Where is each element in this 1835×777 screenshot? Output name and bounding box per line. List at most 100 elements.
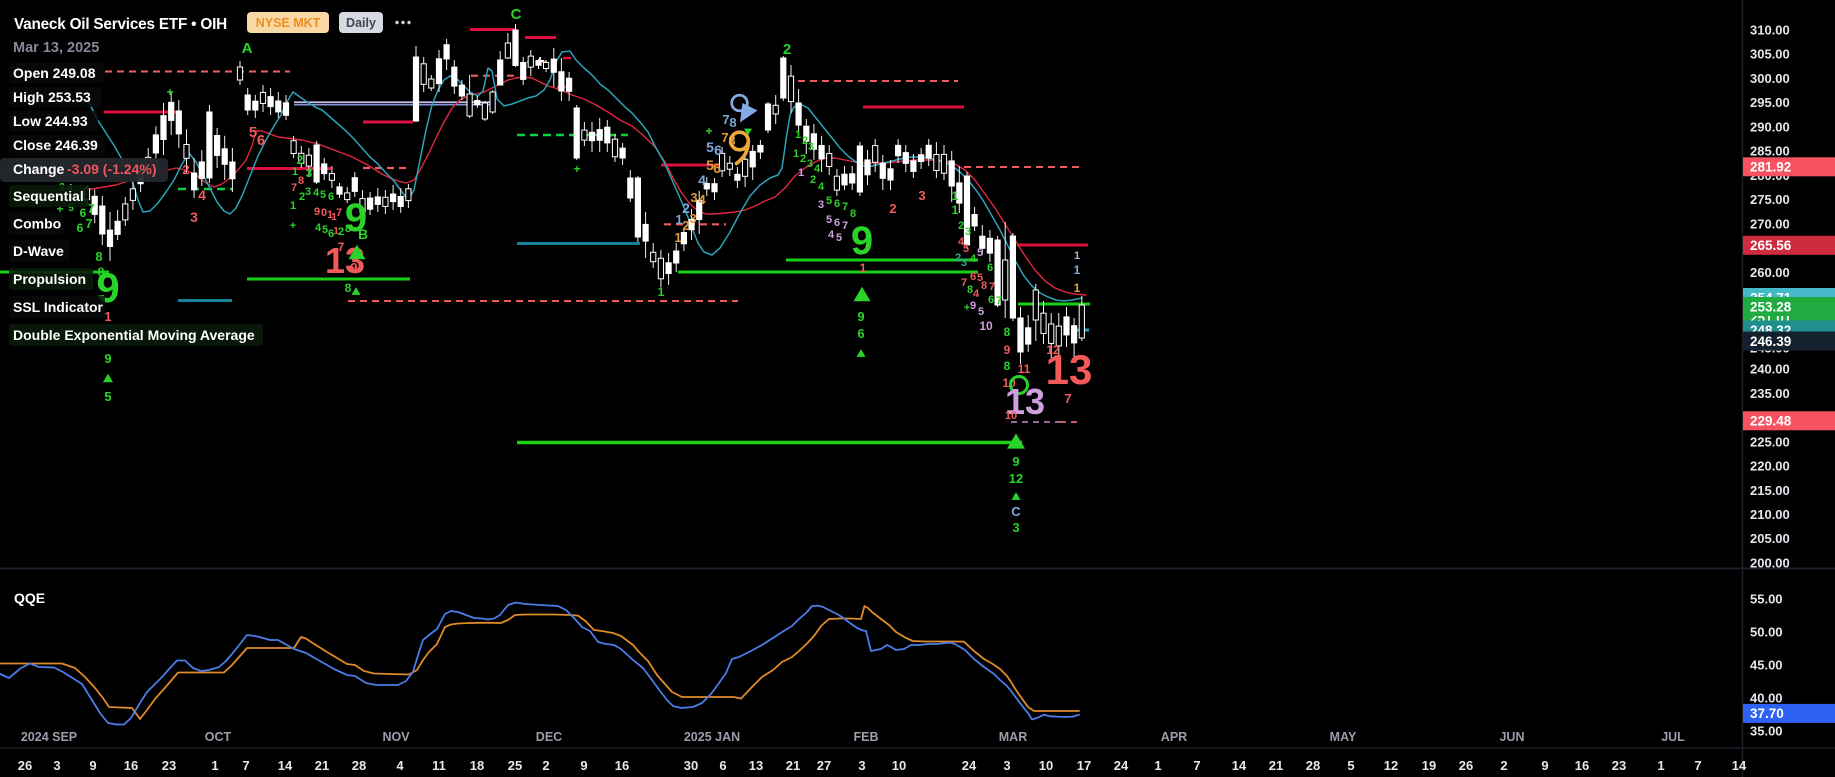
svg-text:2: 2 bbox=[810, 174, 816, 186]
svg-text:35.00: 35.00 bbox=[1750, 724, 1783, 739]
svg-text:8: 8 bbox=[729, 115, 736, 130]
svg-text:0: 0 bbox=[321, 207, 327, 219]
svg-text:37.70: 37.70 bbox=[1750, 706, 1784, 721]
svg-text:229.48: 229.48 bbox=[1750, 414, 1792, 429]
svg-text:9: 9 bbox=[89, 758, 96, 773]
svg-text:27: 27 bbox=[817, 758, 831, 773]
svg-text:5: 5 bbox=[706, 139, 714, 155]
svg-text:6: 6 bbox=[328, 228, 334, 240]
svg-text:5: 5 bbox=[322, 224, 328, 236]
svg-text:6: 6 bbox=[719, 758, 726, 773]
svg-text:30: 30 bbox=[684, 758, 698, 773]
svg-text:Close 246.39: Close 246.39 bbox=[13, 137, 98, 153]
svg-text:2: 2 bbox=[889, 201, 896, 216]
svg-text:205.00: 205.00 bbox=[1750, 531, 1790, 546]
svg-text:16: 16 bbox=[1575, 758, 1589, 773]
svg-text:1: 1 bbox=[1074, 263, 1081, 277]
svg-text:6: 6 bbox=[77, 221, 84, 235]
svg-text:14: 14 bbox=[278, 758, 293, 773]
svg-text:Combo: Combo bbox=[13, 216, 61, 232]
svg-text:290.00: 290.00 bbox=[1750, 119, 1790, 134]
svg-text:MAY: MAY bbox=[1330, 730, 1357, 744]
svg-text:246.39: 246.39 bbox=[1750, 334, 1791, 349]
svg-text:40.00: 40.00 bbox=[1750, 691, 1783, 706]
svg-text:14: 14 bbox=[1732, 758, 1747, 773]
svg-text:SSL Indicator: SSL Indicator bbox=[13, 299, 104, 315]
svg-text:10: 10 bbox=[979, 319, 993, 333]
svg-text:5: 5 bbox=[836, 232, 842, 244]
svg-text:7: 7 bbox=[338, 240, 345, 254]
svg-text:3: 3 bbox=[965, 226, 971, 238]
svg-text:5: 5 bbox=[320, 189, 326, 201]
svg-text:26: 26 bbox=[18, 758, 32, 773]
svg-text:6: 6 bbox=[834, 217, 840, 229]
svg-text:1: 1 bbox=[798, 167, 804, 179]
svg-text:1: 1 bbox=[292, 166, 298, 178]
svg-text:2024 SEP: 2024 SEP bbox=[21, 730, 77, 744]
svg-text:1: 1 bbox=[952, 203, 959, 217]
svg-text:8: 8 bbox=[345, 281, 352, 295]
svg-text:3: 3 bbox=[961, 257, 967, 269]
svg-text:2: 2 bbox=[955, 252, 961, 264]
svg-text:14: 14 bbox=[1232, 758, 1247, 773]
svg-text:1: 1 bbox=[333, 226, 339, 237]
svg-text:+: + bbox=[166, 85, 173, 99]
svg-text:21: 21 bbox=[315, 758, 329, 773]
svg-text:D-Wave: D-Wave bbox=[13, 243, 64, 259]
svg-text:2025 JAN: 2025 JAN bbox=[684, 730, 740, 744]
svg-text:26: 26 bbox=[1459, 758, 1473, 773]
svg-text:-3.09 (-1.24%): -3.09 (-1.24%) bbox=[67, 161, 156, 177]
svg-text:2: 2 bbox=[783, 41, 791, 58]
svg-text:7: 7 bbox=[721, 130, 728, 145]
svg-text:7: 7 bbox=[722, 112, 729, 127]
svg-text:6: 6 bbox=[80, 206, 87, 220]
svg-text:6: 6 bbox=[257, 132, 265, 149]
svg-text:5: 5 bbox=[977, 272, 983, 284]
svg-text:2: 2 bbox=[958, 220, 964, 232]
svg-text:215.00: 215.00 bbox=[1750, 483, 1790, 498]
svg-text:3: 3 bbox=[918, 188, 925, 203]
svg-text:1: 1 bbox=[1074, 250, 1080, 262]
svg-text:8: 8 bbox=[850, 208, 856, 220]
svg-text:8: 8 bbox=[1004, 325, 1011, 339]
svg-text:9: 9 bbox=[1012, 454, 1019, 469]
svg-text:2: 2 bbox=[338, 226, 344, 238]
svg-text:11: 11 bbox=[432, 758, 446, 773]
svg-text:Daily: Daily bbox=[346, 16, 376, 30]
svg-text:275.00: 275.00 bbox=[1750, 192, 1790, 207]
svg-text:3: 3 bbox=[690, 190, 697, 205]
svg-text:1: 1 bbox=[675, 212, 682, 227]
svg-text:9: 9 bbox=[580, 758, 587, 773]
svg-text:JUL: JUL bbox=[1661, 730, 1685, 744]
svg-text:4: 4 bbox=[970, 253, 977, 265]
svg-text:6: 6 bbox=[328, 191, 334, 203]
svg-text:6: 6 bbox=[970, 271, 976, 283]
svg-text:3: 3 bbox=[305, 186, 311, 198]
svg-text:7: 7 bbox=[1064, 391, 1071, 406]
svg-text:9: 9 bbox=[345, 196, 367, 240]
svg-text:3: 3 bbox=[807, 158, 813, 170]
svg-text:6: 6 bbox=[988, 294, 994, 306]
svg-text:FEB: FEB bbox=[854, 730, 879, 744]
svg-text:JUN: JUN bbox=[1499, 730, 1524, 744]
svg-text:2: 2 bbox=[297, 153, 304, 167]
svg-text:16: 16 bbox=[124, 758, 138, 773]
svg-text:23: 23 bbox=[162, 758, 176, 773]
svg-text:300.00: 300.00 bbox=[1750, 71, 1790, 86]
svg-text:Mar 13, 2025: Mar 13, 2025 bbox=[13, 40, 99, 56]
svg-text:Vaneck Oil Services ETF • OIH: Vaneck Oil Services ETF • OIH bbox=[14, 16, 227, 33]
svg-text:17: 17 bbox=[1077, 758, 1091, 773]
svg-text:5: 5 bbox=[963, 243, 969, 255]
svg-text:NOV: NOV bbox=[382, 730, 410, 744]
svg-text:4: 4 bbox=[814, 163, 821, 175]
svg-text:9: 9 bbox=[1004, 343, 1011, 357]
svg-text:7: 7 bbox=[336, 207, 342, 219]
svg-text:7: 7 bbox=[291, 182, 297, 194]
svg-text:19: 19 bbox=[1422, 758, 1436, 773]
svg-text:50.00: 50.00 bbox=[1750, 625, 1783, 640]
svg-text:295.00: 295.00 bbox=[1750, 95, 1790, 110]
svg-text:1: 1 bbox=[1657, 758, 1664, 773]
svg-text:265.56: 265.56 bbox=[1750, 238, 1792, 253]
svg-text:4: 4 bbox=[818, 181, 825, 193]
svg-text:QQE: QQE bbox=[14, 590, 45, 606]
